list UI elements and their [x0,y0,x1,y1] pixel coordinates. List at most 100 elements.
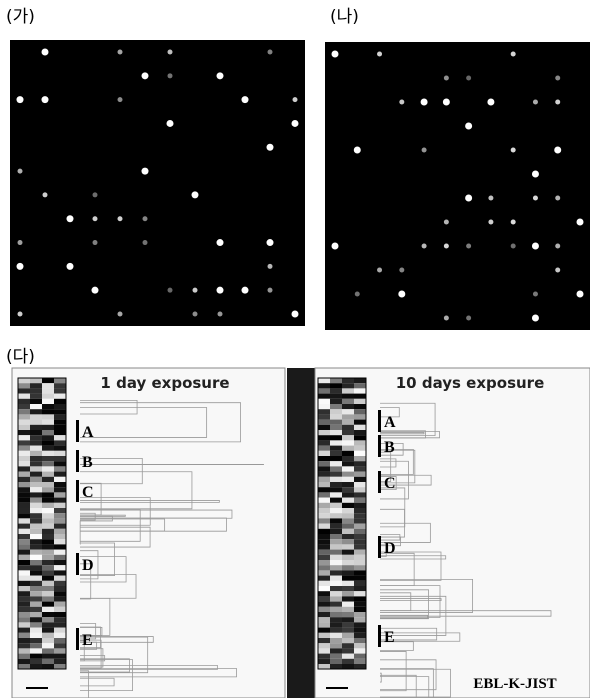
heatmap-cell [342,628,354,633]
spot [355,292,360,297]
heatmap-cell [18,529,30,534]
heatmap-cell [30,477,42,482]
spot [533,100,538,105]
heatmap-cell [330,466,342,471]
heatmap-cell [18,461,30,466]
heatmap-cell [54,648,66,653]
heatmap-cell [30,628,42,633]
heatmap-cell [54,446,66,451]
spot [554,147,561,154]
heatmap-cell [354,596,366,601]
heatmap-cell [42,612,54,617]
heatmap-cell [330,461,342,466]
heatmap-cell [54,581,66,586]
heatmap-cell [30,612,42,617]
heatmap-cell [42,420,54,425]
heatmap-cell [354,378,366,383]
heatmap-cell [354,503,366,508]
heatmap-cell [342,560,354,565]
spot [93,192,98,197]
heatmap-cell [18,440,30,445]
heatmap-cell [318,394,330,399]
cluster-label: E [82,632,93,649]
spot [487,99,494,106]
heatmap-cell [54,664,66,669]
heatmap-cell [30,383,42,388]
heatmap-cell [42,487,54,492]
heatmap-cell [354,482,366,487]
heatmap-cell [18,596,30,601]
figure: (가) (나) (다) 1 day exposure 10 days expos… [0,0,590,698]
heatmap-cell [30,466,42,471]
heatmap-cell [18,425,30,430]
heatmap-cell [342,451,354,456]
heatmap-cell [42,492,54,497]
heatmap-cell [318,570,330,575]
heatmap-cell [330,643,342,648]
heatmap-cell [330,492,342,497]
panel-title: 1 day exposure [100,374,229,392]
heatmap-cell [330,404,342,409]
heatmap-cell [54,420,66,425]
heatmap-cell [342,492,354,497]
heatmap-cell [18,576,30,581]
heatmap-cell [54,617,66,622]
heatmap-cell [318,477,330,482]
heatmap-cell [54,378,66,383]
heatmap-cell [18,482,30,487]
heatmap-cell [342,503,354,508]
heatmap-cell [330,487,342,492]
heatmap-cell [30,581,42,586]
cluster-label: C [384,475,396,492]
heatmap-cell [318,539,330,544]
spot [399,100,404,105]
heatmap-cell [18,409,30,414]
heatmap-cell [342,648,354,653]
heatmap-cell [42,388,54,393]
heatmap-cell [42,555,54,560]
heatmap-cell [318,607,330,612]
spot [465,123,472,130]
heatmap-cell [18,388,30,393]
heatmap-cell [30,648,42,653]
heatmap-cell [30,425,42,430]
heatmap-cell [330,602,342,607]
heatmap-cell [330,451,342,456]
heatmap-cell [342,586,354,591]
heatmap-cell [30,503,42,508]
heatmap-cell [30,560,42,565]
heatmap-cell [54,550,66,555]
spot [168,288,173,293]
heatmap-cell [18,555,30,560]
spot [17,96,24,103]
heatmap-cell [330,378,342,383]
spot [293,97,298,102]
heatmap-cell [30,414,42,419]
heatmap-cell [354,534,366,539]
heatmap-cell [342,659,354,664]
heatmap-cell [54,524,66,529]
heatmap-cell [30,617,42,622]
heatmap-cell [354,638,366,643]
heatmap-cell [354,498,366,503]
heatmap-cell [42,581,54,586]
heatmap-cell [342,570,354,575]
heatmap-cell [18,560,30,565]
heatmap-cell [54,435,66,440]
heatmap-cell [330,420,342,425]
heatmap-cell [30,482,42,487]
heatmap-cell [18,378,30,383]
heatmap-cell [42,425,54,430]
spot [168,73,173,78]
heatmap-cell [330,534,342,539]
heatmap-cell [42,409,54,414]
heatmap-cell [330,513,342,518]
spot [67,215,74,222]
spot [466,244,471,249]
heatmap-cell [318,659,330,664]
heatmap-cell [342,498,354,503]
heatmap-cell [342,378,354,383]
heatmap-cell [330,482,342,487]
heatmap-cell [18,399,30,404]
heatmap-cell [318,591,330,596]
